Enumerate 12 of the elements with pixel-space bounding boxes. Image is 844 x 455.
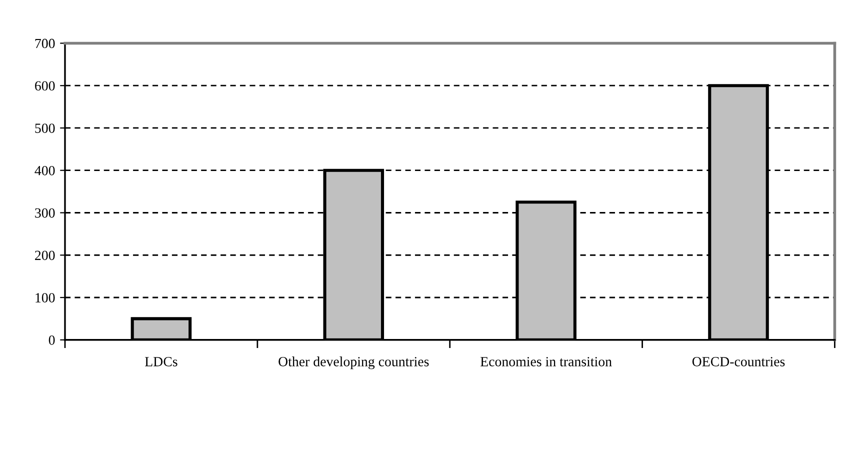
x-tick-label: Other developing countries [278, 356, 429, 370]
y-tick-label: 700 [35, 38, 55, 48]
y-tick-label: 400 [34, 166, 55, 176]
y-tick-label: 600 [35, 81, 55, 91]
y-tick-label: 300 [35, 208, 55, 218]
x-tick-label: Economies in transition [480, 356, 612, 366]
x-tick-label: OECD-countries [692, 356, 785, 366]
y-tick-label: 100 [36, 293, 55, 302]
y-tick-label: 200 [35, 250, 55, 260]
y-tick-label: 0 [48, 335, 55, 345]
y-tick-label: 500 [35, 124, 55, 133]
x-tick-label: LDCs [145, 356, 178, 366]
